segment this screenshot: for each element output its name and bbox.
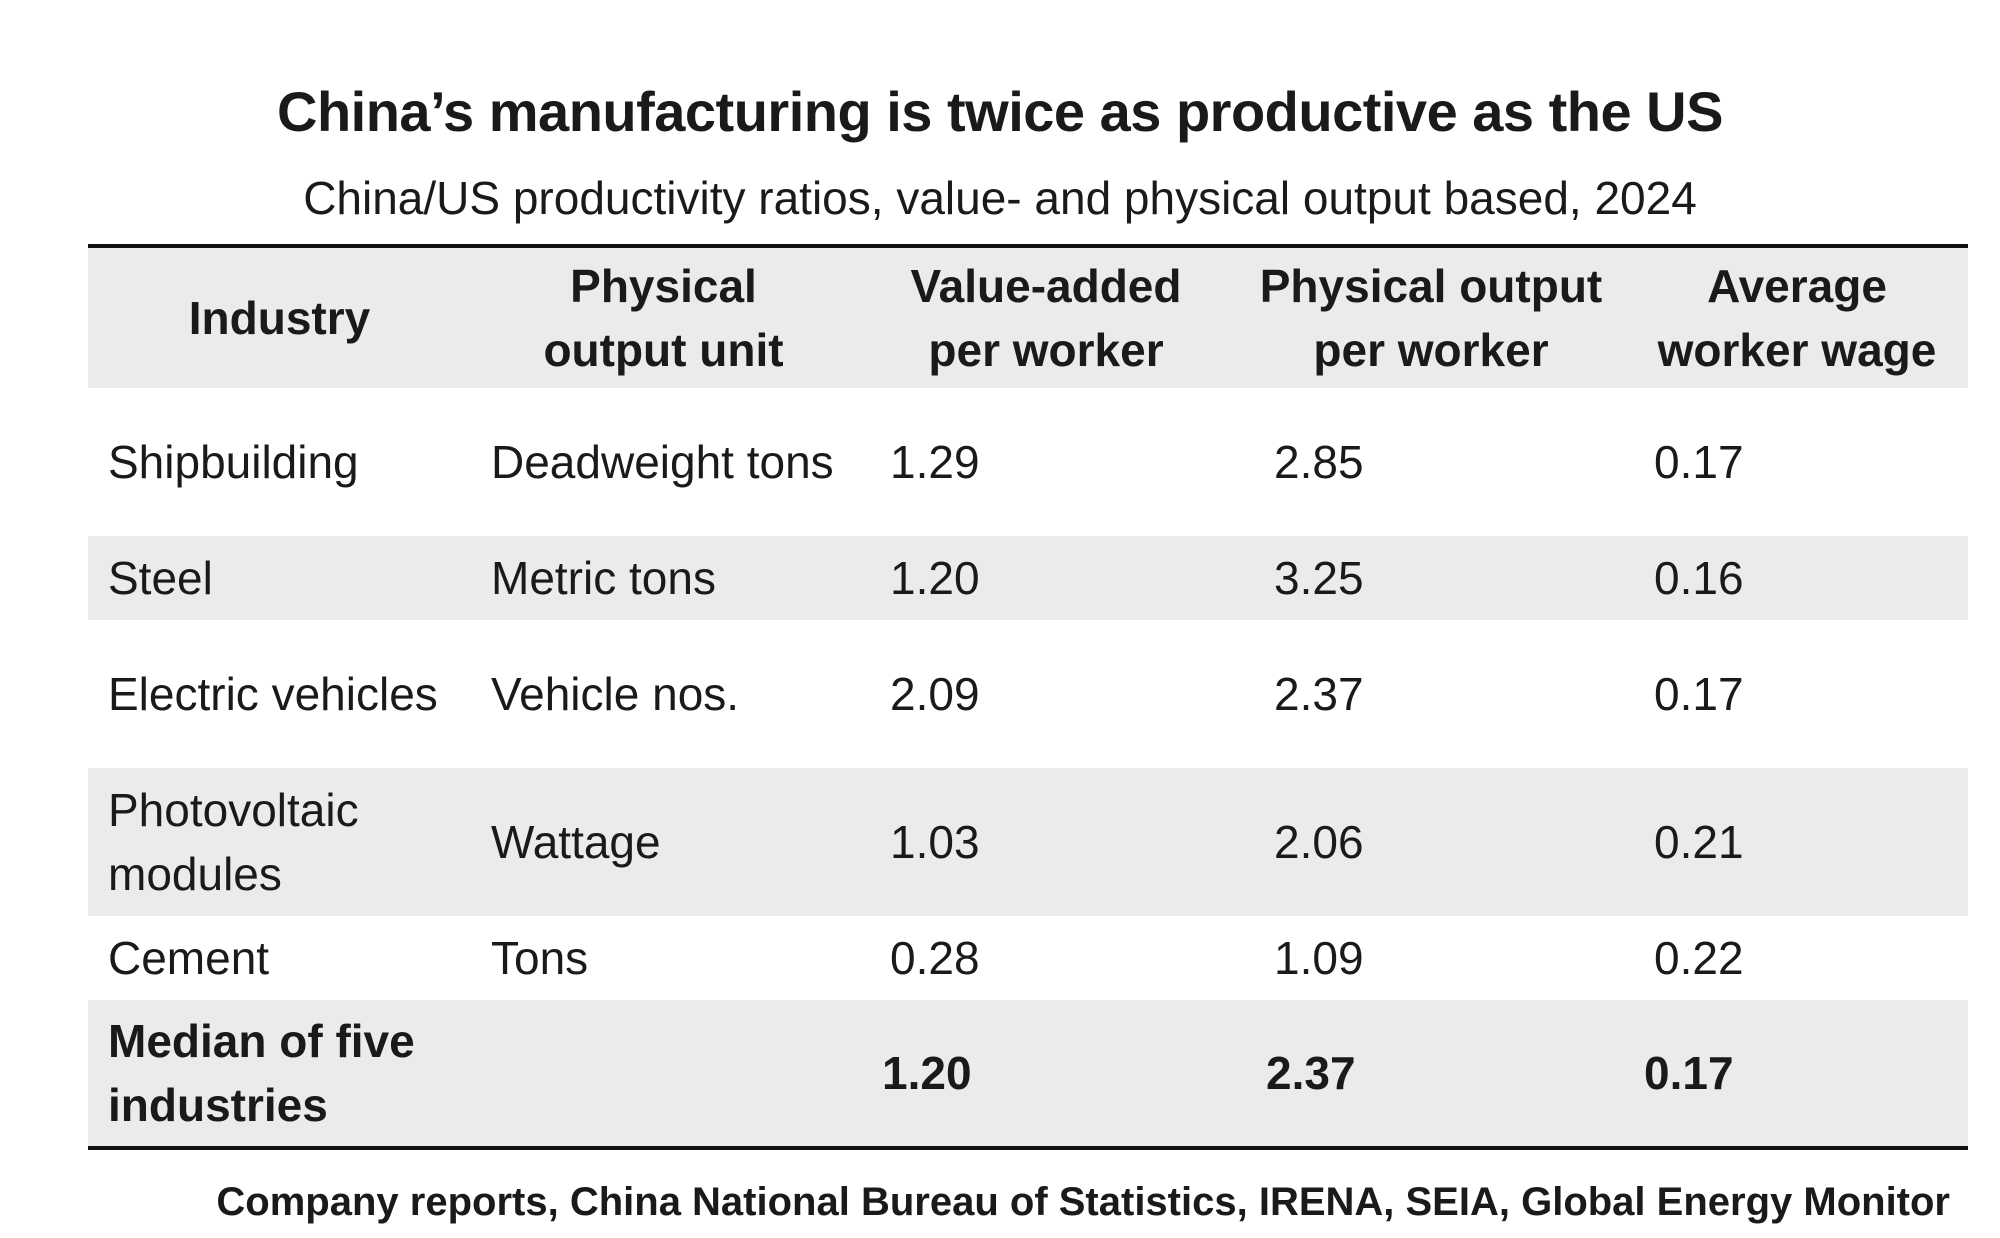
cell-industry: Shipbuilding bbox=[108, 436, 359, 488]
cell-unit: Metric tons bbox=[471, 536, 856, 620]
table-row: Photovoltaic modules Wattage 1.03 2.06 0… bbox=[88, 768, 1968, 916]
cell-median-label: Median of five industries bbox=[88, 1000, 471, 1148]
cell-physical-output: 2.06 bbox=[1236, 768, 1626, 916]
productivity-table-container: Industry Physical output unit Value-added… bbox=[88, 244, 1968, 1150]
table-row: Cement Tons 0.28 1.09 0.22 bbox=[88, 916, 1968, 1000]
cell-median-wage: 0.17 bbox=[1626, 1000, 1968, 1148]
cell-wage: 0.17 bbox=[1654, 436, 1744, 488]
cell-value-added: 1.20 bbox=[856, 536, 1236, 620]
cell-physical-output: 1.09 bbox=[1274, 932, 1364, 984]
median-row: Median of five industries 1.20 2.37 0.17 bbox=[88, 1000, 1968, 1148]
cell-wage: 0.22 bbox=[1654, 932, 1744, 984]
header-industry: Industry bbox=[88, 246, 471, 388]
table-row: Steel Metric tons 1.20 3.25 0.16 bbox=[88, 536, 1968, 620]
source-note: Company reports, China National Bureau o… bbox=[216, 1180, 1950, 1224]
chart-subtitle: China/US productivity ratios, value- and… bbox=[303, 172, 1697, 224]
table-row: Shipbuilding Deadweight tons 1.29 2.85 0… bbox=[88, 388, 1968, 536]
chart-title: China’s manufacturing is twice as produc… bbox=[277, 80, 1723, 143]
header-physical-output-per-worker: Physical output per worker bbox=[1236, 246, 1626, 388]
cell-value-added: 2.09 bbox=[890, 668, 980, 720]
cell-unit: Tons bbox=[491, 932, 589, 984]
table-header-row: Industry Physical output unit Value-added… bbox=[88, 246, 1968, 388]
cell-unit: Deadweight tons bbox=[491, 436, 834, 488]
table-row: Electric vehicles Vehicle nos. 2.09 2.37… bbox=[88, 620, 1968, 768]
cell-physical-output: 2.37 bbox=[1274, 668, 1364, 720]
cell-value-added: 1.29 bbox=[890, 436, 980, 488]
cell-median-value-added: 1.20 bbox=[856, 1000, 1236, 1148]
header-average-worker-wage: Average worker wage bbox=[1626, 246, 1968, 388]
cell-unit: Wattage bbox=[471, 768, 856, 916]
cell-industry: Electric vehicles bbox=[108, 668, 438, 720]
header-value-added-per-worker: Value-added per worker bbox=[856, 246, 1236, 388]
cell-value-added: 0.28 bbox=[890, 932, 980, 984]
cell-wage: 0.17 bbox=[1654, 668, 1744, 720]
cell-wage: 0.21 bbox=[1626, 768, 1968, 916]
cell-industry: Photovoltaic modules bbox=[88, 768, 471, 916]
cell-physical-output: 3.25 bbox=[1236, 536, 1626, 620]
cell-median-unit bbox=[471, 1000, 856, 1148]
cell-value-added: 1.03 bbox=[856, 768, 1236, 916]
cell-industry: Steel bbox=[88, 536, 471, 620]
productivity-table: Industry Physical output unit Value-added… bbox=[88, 244, 1968, 1150]
cell-wage: 0.16 bbox=[1626, 536, 1968, 620]
cell-median-physical-output: 2.37 bbox=[1236, 1000, 1626, 1148]
cell-industry: Cement bbox=[108, 932, 270, 984]
cell-unit: Vehicle nos. bbox=[491, 668, 740, 720]
header-physical-output-unit: Physical output unit bbox=[471, 246, 856, 388]
cell-physical-output: 2.85 bbox=[1274, 436, 1364, 488]
